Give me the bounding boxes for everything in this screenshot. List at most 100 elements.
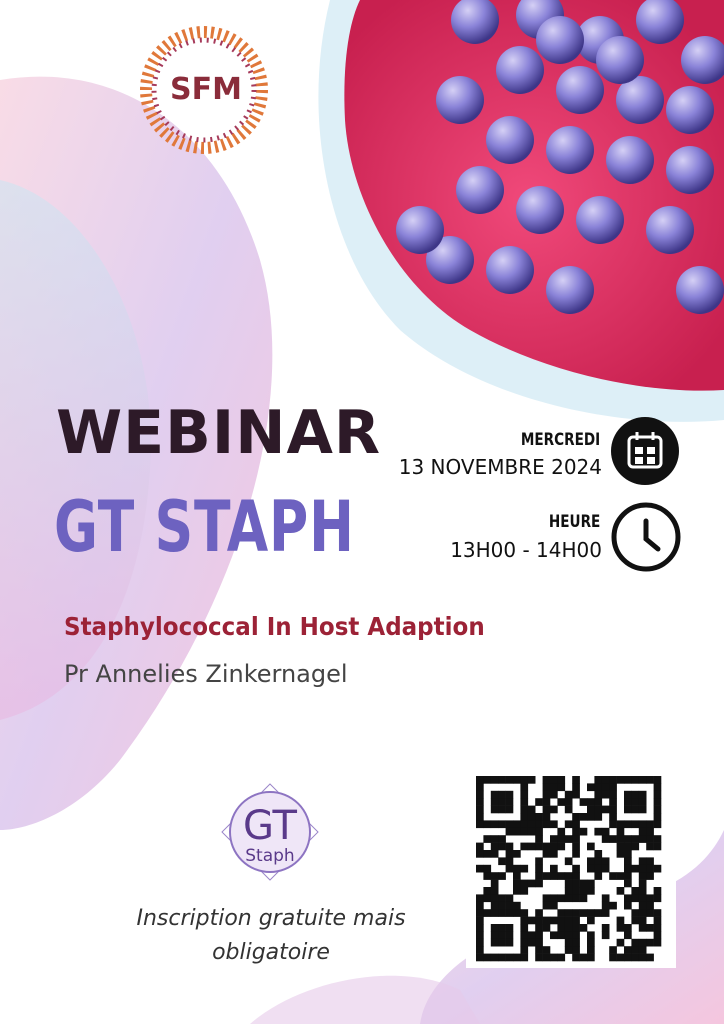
qr-module (564, 909, 573, 917)
qr-module (498, 924, 506, 932)
qr-module (646, 857, 654, 866)
qr-module (513, 776, 521, 784)
qr-module (653, 916, 662, 925)
qr-module (638, 924, 647, 932)
qr-module (520, 909, 529, 917)
qr-module (498, 805, 506, 814)
qr-module (550, 805, 558, 814)
qr-module (557, 931, 566, 940)
qr-module (557, 827, 566, 836)
coccus (396, 206, 444, 254)
qr-module (579, 798, 588, 806)
qr-module (587, 805, 595, 814)
qr-module (498, 790, 506, 799)
qr-module (638, 798, 647, 806)
qr-module (490, 894, 499, 903)
qr-module (616, 953, 625, 962)
qr-module (550, 872, 558, 880)
qr-module (579, 924, 588, 932)
qr-module (601, 790, 610, 799)
qr-module (505, 798, 514, 806)
qr-module (550, 842, 558, 851)
qr-module (624, 901, 632, 910)
qr-module (572, 872, 580, 880)
qr-module (609, 805, 617, 814)
qr-module (646, 953, 654, 962)
qr-module (653, 909, 662, 917)
qr-module (483, 872, 492, 880)
registration: Inscription gratuite mais obligatoire (96, 902, 446, 970)
qr-module (572, 783, 580, 792)
qr-module (646, 894, 654, 903)
qr-module (572, 894, 580, 903)
qr-module (579, 909, 588, 917)
qr-module (594, 776, 603, 784)
qr-module (609, 872, 617, 880)
qr-module (646, 835, 654, 843)
qr-module (631, 805, 640, 814)
qr-module (587, 864, 595, 873)
qr-module (624, 835, 632, 843)
qr-module (631, 790, 640, 799)
qr-module (594, 872, 603, 880)
qr-module (601, 924, 610, 932)
qr-module (587, 931, 595, 940)
qr-module (498, 909, 506, 917)
qr-module (572, 909, 580, 917)
qr-module (564, 894, 573, 903)
qr-module (490, 835, 499, 843)
qr-module (564, 857, 573, 866)
qr-module (476, 850, 484, 858)
qr-module (498, 798, 506, 806)
qr-module (624, 805, 632, 814)
qr-module (520, 938, 529, 947)
qr-module (527, 916, 536, 925)
qr-module (520, 827, 529, 836)
qr-module (564, 916, 573, 925)
qr-module (476, 953, 484, 962)
qr-module (631, 820, 640, 829)
qr-module (624, 924, 632, 932)
qr-module (624, 850, 632, 858)
qr-module (638, 887, 647, 895)
qr-module (579, 887, 588, 895)
qr-module (513, 864, 521, 873)
qr-module (638, 820, 647, 829)
qr-module (579, 879, 588, 888)
qr-module (527, 827, 536, 836)
qr-module (490, 776, 499, 784)
group-logo-top: GT (242, 803, 297, 849)
qr-module (520, 887, 529, 895)
qr-module (476, 798, 484, 806)
qr-module (490, 953, 499, 962)
qr-module (631, 946, 640, 954)
qr-module (587, 916, 595, 925)
coccus (596, 36, 644, 84)
qr-module (572, 813, 580, 821)
qr-module (624, 857, 632, 866)
qr-module (653, 835, 662, 843)
qr-module (616, 827, 625, 836)
qr-module (505, 864, 514, 873)
coccus (666, 146, 714, 194)
gt-staph-logo (221, 783, 319, 881)
qr-module (490, 798, 499, 806)
qr-module (527, 938, 536, 947)
qr-module (646, 909, 654, 917)
qr-module (542, 805, 551, 814)
qr-module (564, 820, 573, 829)
qr-module (609, 820, 617, 829)
qr-module (535, 864, 543, 873)
qr-module (653, 813, 662, 821)
qr-module (631, 776, 640, 784)
qr-module (520, 842, 529, 851)
qr-module (631, 798, 640, 806)
qr-module (587, 813, 595, 821)
qr-module (542, 946, 551, 954)
qr-module (638, 953, 647, 962)
qr-module (624, 894, 632, 903)
qr-module (535, 909, 543, 917)
qr-module (653, 776, 662, 784)
qr-module (483, 887, 492, 895)
qr-module (550, 931, 558, 940)
